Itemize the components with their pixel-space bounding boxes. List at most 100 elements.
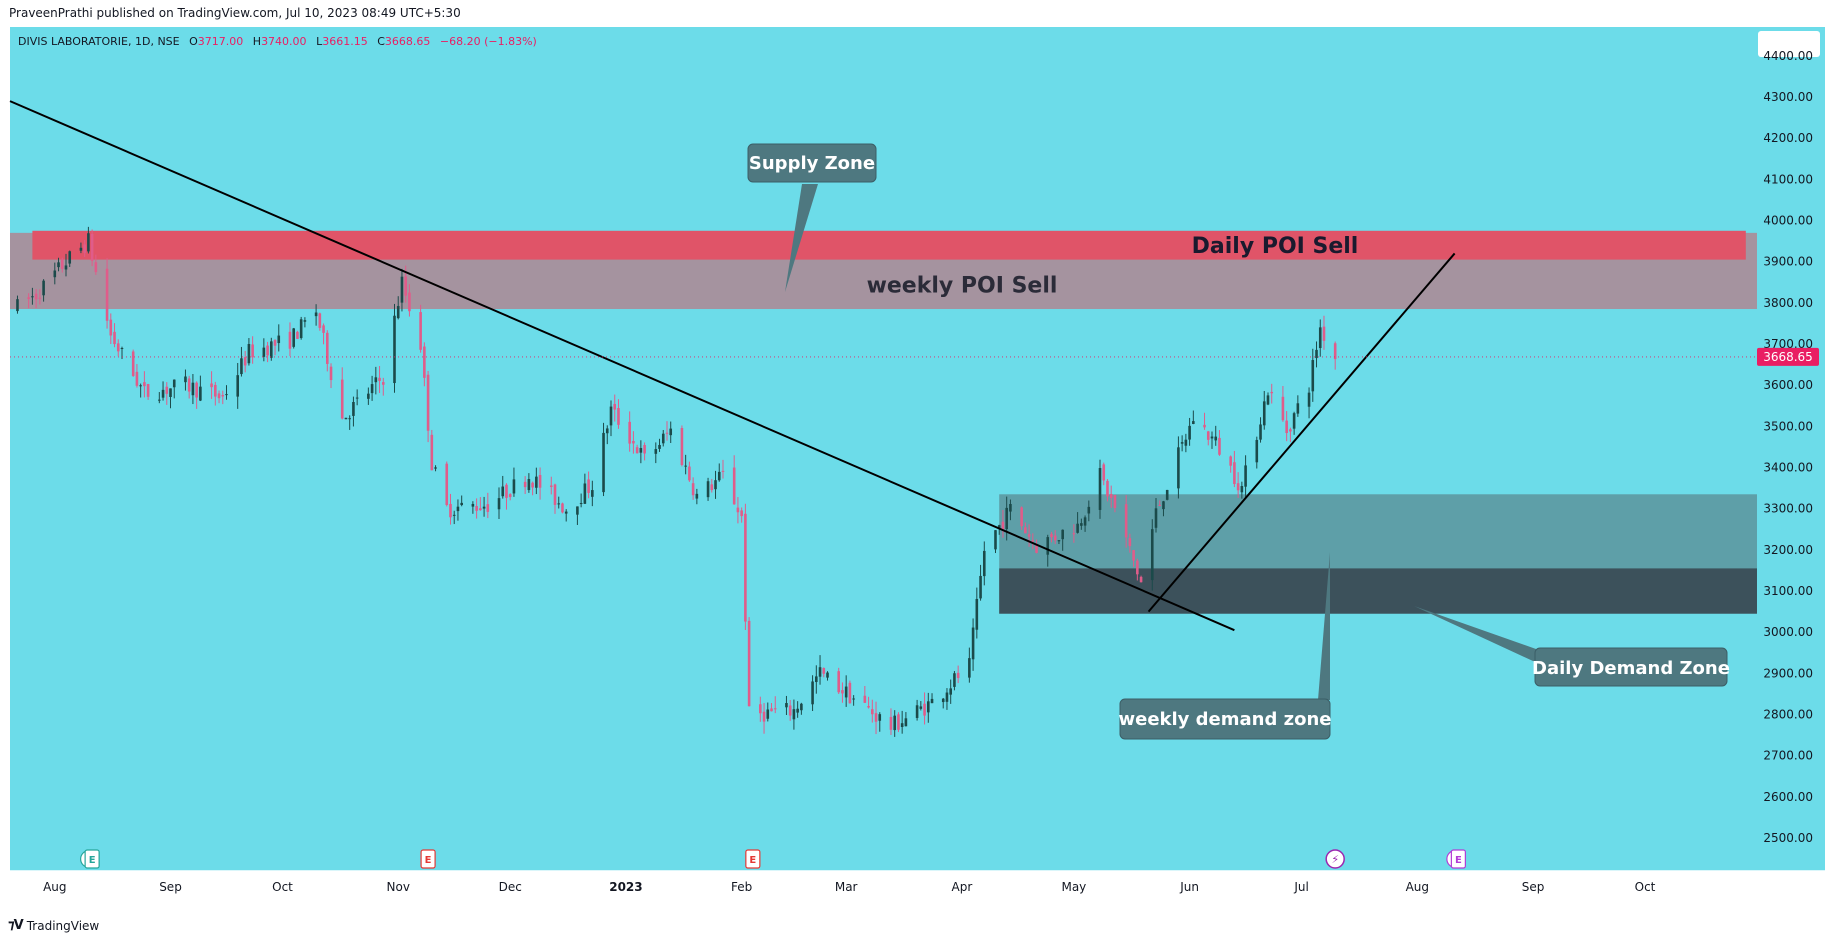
candle [1139, 575, 1143, 583]
candle-body [688, 466, 691, 481]
candle-body [658, 444, 661, 449]
candle [146, 383, 150, 400]
candle [994, 530, 997, 554]
candle-body [759, 704, 762, 714]
candle-body [1109, 493, 1113, 498]
daily-demand-zone-callout[interactable]: Daily Demand Zone [1414, 606, 1730, 687]
candle-body [79, 247, 83, 251]
candle [1296, 395, 1300, 417]
candle [654, 442, 658, 464]
candle [1106, 479, 1109, 502]
candle [822, 667, 826, 678]
supply-zone-callout[interactable]: Supply Zone [747, 143, 877, 292]
candle-body [1080, 523, 1083, 526]
candle-body [135, 371, 139, 386]
candle-body [930, 698, 934, 704]
event-lightning-glyph: ⚡ [1331, 853, 1339, 866]
candle [710, 478, 714, 493]
candle [1177, 436, 1180, 499]
x-tick-label: Jun [1179, 880, 1199, 894]
y-tick-label: 3600.00 [1763, 378, 1813, 392]
candle [531, 481, 534, 496]
candle-body [695, 493, 699, 499]
candle-body [1024, 527, 1027, 534]
candle [288, 322, 292, 357]
trendlines-layer [9, 100, 1456, 632]
candle [277, 324, 281, 352]
candle [165, 382, 169, 405]
candle [785, 695, 788, 715]
events-layer: E E E ⚡ E [80, 849, 1466, 869]
candle-body [83, 244, 86, 253]
candle-body [434, 467, 437, 469]
candle [721, 459, 725, 479]
candle [796, 701, 799, 718]
y-tick-label: 3300.00 [1763, 502, 1813, 516]
candle [471, 501, 475, 514]
candle-body [721, 470, 725, 472]
candle [1333, 341, 1337, 370]
candle-body [605, 428, 609, 434]
candle-body [169, 388, 172, 397]
candle-body [236, 375, 240, 397]
candle-body [1315, 349, 1318, 359]
candle [1102, 462, 1106, 486]
candle-body [64, 265, 68, 270]
candle [919, 701, 923, 711]
x-tick-label: Oct [1635, 880, 1656, 894]
candle [1192, 410, 1195, 425]
candle [717, 463, 721, 482]
candle [53, 262, 57, 285]
y-tick-label: 3400.00 [1763, 461, 1813, 475]
candle-body [1307, 392, 1311, 407]
candle-body [1009, 503, 1012, 512]
candle-body [1128, 538, 1132, 547]
candle-body [527, 479, 531, 491]
candle [818, 655, 822, 685]
candle-body [87, 233, 90, 252]
x-tick-label: Sep [159, 880, 182, 894]
time-axis: Aug Sep Oct Nov Dec 2023 Feb Mar Apr May Jun Jul Aug… [43, 880, 1656, 894]
candle [1210, 431, 1214, 449]
candle [423, 342, 426, 387]
candle [826, 671, 829, 681]
x-tick-label: Mar [835, 880, 858, 894]
candle-body [1184, 439, 1188, 446]
candle [639, 440, 643, 464]
candle [800, 702, 803, 715]
candle [303, 317, 307, 328]
candle [1270, 383, 1274, 404]
candle [1307, 387, 1311, 419]
candle [240, 346, 243, 377]
candle [87, 226, 90, 254]
candle-body [602, 432, 605, 493]
candle-body [400, 276, 404, 303]
candle-body [785, 703, 788, 708]
candle-body [143, 382, 146, 387]
candle-body [1087, 506, 1091, 514]
candle [1289, 427, 1292, 443]
candle-body [1124, 504, 1128, 538]
candle [83, 239, 86, 258]
candle-body [1259, 424, 1262, 440]
candle-body [867, 706, 870, 708]
candle-body [408, 292, 411, 312]
weekly-demand-zone-callout[interactable]: weekly demand zone [1118, 552, 1332, 740]
candle [512, 467, 516, 497]
candle-body [460, 502, 463, 506]
candle-body [1106, 480, 1109, 497]
y-tick-label: 2700.00 [1763, 749, 1813, 763]
x-tick-label: Aug [43, 880, 66, 894]
candle [889, 708, 893, 735]
candle-body [1266, 395, 1270, 405]
candle [628, 411, 631, 452]
tradingview-logo-icon: ⁊V [8, 918, 24, 933]
candle-body [452, 514, 456, 516]
candle-body [538, 474, 542, 488]
candle-body [1098, 468, 1102, 510]
candle-body [863, 695, 867, 703]
candle [635, 444, 639, 454]
candle [579, 493, 583, 508]
candle-body [1132, 550, 1135, 561]
